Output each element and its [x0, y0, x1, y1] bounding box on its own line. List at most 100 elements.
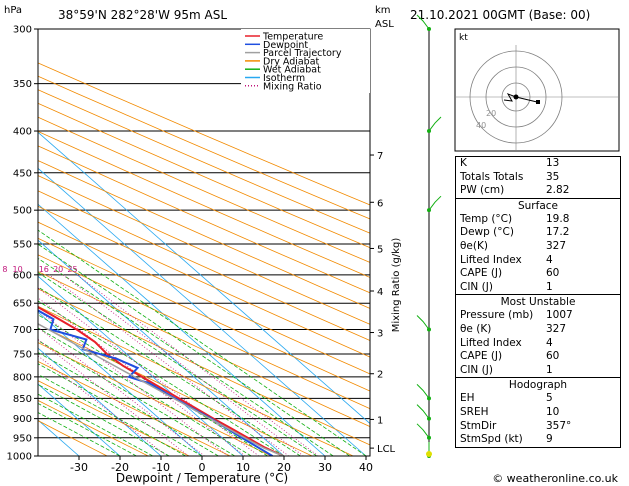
location-label: 38°59'N 282°28'W 95m ASL [58, 8, 227, 22]
pressure-tick-label: 300 [13, 25, 32, 36]
index-label: EH [460, 392, 475, 405]
dry-adiabat [38, 237, 370, 392]
pressure-tick-label: 800 [13, 372, 32, 383]
index-label: θe (K) [460, 322, 492, 335]
index-row: SREH 10 [456, 406, 620, 420]
index-row: CIN (J) 1 [456, 364, 620, 378]
hodograph-unit-label: kt [459, 33, 468, 43]
index-value: 17.2 [546, 226, 570, 239]
height-unit-label-2: ASL [375, 19, 394, 30]
index-row: Lifted Index 4 [456, 254, 620, 268]
index-label: Lifted Index [460, 336, 522, 349]
legend-entry: Isotherm [263, 73, 305, 84]
dry-adiabat [38, 89, 370, 234]
wet-adiabat [38, 257, 334, 456]
mixing-ratio-label: 10 [13, 265, 23, 274]
index-value: 60 [546, 267, 560, 280]
wet-adiabat [38, 402, 137, 456]
dry-adiabat [38, 380, 190, 456]
dry-adiabat [38, 399, 149, 456]
index-row: CAPE (J) 60 [456, 267, 620, 281]
index-row: Totals Totals 35 [456, 171, 620, 185]
temperature-tick-label: -30 [70, 461, 88, 474]
isotherm-40 [38, 167, 367, 456]
height-label: 7 [377, 151, 383, 162]
mixing-ratio-axis-title: Mixing Ratio (g/kg) [391, 238, 402, 333]
index-row: Pressure (mb) 1007 [456, 309, 620, 323]
index-label: StmSpd (kt) [460, 433, 523, 446]
hodograph-header: Hodograph [456, 377, 620, 392]
wet-adiabat [38, 373, 186, 456]
index-value: 35 [546, 170, 560, 183]
dry-adiabat [38, 175, 370, 325]
index-value: 357° [546, 419, 572, 432]
height-label: 3 [377, 329, 383, 340]
index-row: EH 5 [456, 392, 620, 406]
index-row: CIN (J) 1 [456, 281, 620, 295]
legend-box [241, 29, 370, 93]
dry-adiabat [38, 62, 370, 206]
pressure-tick-label: 400 [13, 127, 32, 138]
datetime-label: 21.10.2021 00GMT (Base: 00) [410, 8, 590, 22]
isotherm--20 [38, 383, 121, 456]
index-value: 4 [546, 336, 553, 349]
temperature-tick-label: -10 [152, 461, 170, 474]
legend-entry: Mixing Ratio [263, 81, 322, 92]
index-value: 1 [546, 363, 553, 376]
mixing-ratio-label: 8 [2, 265, 7, 274]
mixing-ratio-line [38, 338, 189, 456]
index-label: Pressure (mb) [460, 309, 534, 322]
hodograph-ring-label: 20 [486, 109, 496, 118]
index-row: CAPE (J) 60 [456, 350, 620, 364]
mixing-ratio-label: 20 [53, 265, 63, 274]
index-value: 5 [546, 392, 553, 405]
index-row: θe(K) 327 [456, 240, 620, 254]
height-label: 1 [377, 415, 383, 426]
index-row: StmDir 357° [456, 420, 620, 434]
pressure-tick-label: 550 [13, 239, 32, 250]
legend-entry: Dry Adiabat [263, 56, 320, 67]
index-value: 60 [546, 350, 560, 363]
index-value: 2.82 [546, 184, 570, 197]
index-label: CIN (J) [460, 363, 493, 376]
index-label: StmDir [460, 419, 497, 432]
index-label: CIN (J) [460, 280, 493, 293]
temperature-tick-label: 30 [318, 461, 332, 474]
temperature-tick-label: 20 [277, 461, 291, 474]
hodograph-frame [454, 28, 620, 152]
mixing-ratio-line [38, 287, 260, 456]
height-label: 2 [377, 370, 383, 381]
index-label: Dewp (°C) [460, 226, 514, 239]
isotherm-0 [38, 311, 203, 456]
index-value: 327 [546, 322, 567, 335]
dry-adiabat [38, 323, 313, 456]
index-label: θe(K) [460, 239, 488, 252]
wet-adiabat [38, 272, 318, 456]
pressure-tick-label: 700 [13, 325, 32, 336]
dry-adiabat [38, 360, 231, 456]
pressure-tick-label: 500 [13, 206, 32, 217]
height-label: LCL [377, 444, 396, 455]
wet-adiabat [38, 243, 350, 456]
dry-adiabat [38, 190, 370, 341]
index-label: K [460, 157, 467, 169]
index-label: PW (cm) [460, 184, 505, 197]
isotherm--30 [38, 419, 80, 456]
isotherm--10 [38, 347, 162, 456]
pressure-tick-label: 650 [13, 299, 32, 310]
plot-frame [37, 28, 371, 457]
dry-adiabat [38, 75, 370, 220]
series-temperature [38, 305, 284, 456]
mixing-ratio-line [48, 274, 289, 456]
mixing-ratio-line [38, 355, 168, 456]
index-row: Temp (°C) 19.8 [456, 213, 620, 227]
pressure-tick-label: 350 [13, 79, 32, 90]
dry-adiabat [38, 205, 370, 358]
wet-adiabat [38, 340, 236, 456]
temperature-tick-label: -20 [111, 461, 129, 474]
index-value: 19.8 [546, 212, 570, 225]
isotherm-20 [38, 239, 285, 456]
dry-adiabat [38, 271, 370, 428]
wet-adiabat [38, 327, 252, 456]
